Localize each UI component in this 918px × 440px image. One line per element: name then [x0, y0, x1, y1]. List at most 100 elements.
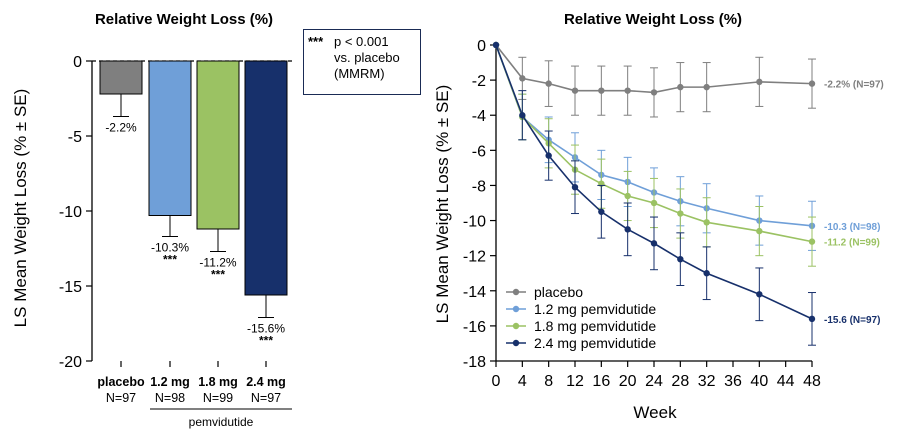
line-chart-x-tick-label: 40 — [750, 373, 768, 390]
line-chart-x-tick-label: 28 — [671, 373, 689, 390]
series-2_4-mg-pemvidutide: -15.6 (N=97) — [492, 41, 880, 346]
series-end-label: -2.2% (N=97) — [824, 80, 884, 91]
bar-chart-title: Relative Weight Loss (%) — [95, 11, 273, 28]
legend-swatch-marker — [512, 288, 520, 296]
series-point — [677, 210, 684, 217]
series-point — [545, 80, 552, 87]
bar-value-label: -11.2% — [199, 256, 236, 270]
bar-n-label: N=97 — [251, 391, 281, 405]
series-point — [703, 83, 710, 91]
line-chart-x-tick-label: 4 — [518, 373, 527, 390]
bar-chart-y-axis-label: LS Mean Weight Loss (% ± SE) — [11, 89, 30, 328]
bar-chart-y-tick-label: -20 — [59, 354, 82, 371]
legend-swatch-marker — [512, 339, 520, 347]
line-chart-x-tick-label: 48 — [803, 373, 821, 390]
line-chart-x-tick-label: 0 — [492, 373, 501, 390]
bar-chart-axes: 0 -5 -10 -15 -20 — [59, 54, 292, 371]
line-chart-y-tick-label: 0 — [477, 38, 486, 55]
bar-2 — [196, 60, 240, 230]
line-chart-series: -2.2% (N=97) -10.3 (N=98) -11.2 (N=99) -15.… — [492, 41, 884, 346]
bar-value-label: -2.2% — [105, 121, 137, 135]
bar-n-label: N=98 — [155, 391, 185, 405]
line-chart-x-axis-label: Week — [633, 403, 677, 422]
series-point — [650, 199, 658, 207]
legend-swatch-marker — [512, 322, 520, 330]
series-point — [808, 315, 816, 323]
series-point — [571, 184, 579, 191]
bar-category-label: placebo — [97, 375, 145, 389]
line-chart-y-tick-label: -2 — [472, 73, 486, 90]
bar-n-label: N=97 — [106, 391, 136, 405]
series-point — [808, 80, 816, 87]
line-chart-y-tick-label: -18 — [463, 354, 486, 371]
legend-label: placebo — [534, 284, 583, 300]
series-point — [756, 227, 763, 235]
bar-n-label: N=99 — [203, 391, 233, 405]
bar-category-label: 1.2 mg — [150, 375, 190, 389]
line-chart-x-tick-label: 36 — [724, 373, 742, 390]
significance-note-line-3: (MMRM) — [334, 66, 385, 81]
significance-note-line-2: vs. placebo — [334, 50, 400, 65]
legend-label: 1.8 mg pemvidutide — [534, 318, 656, 334]
series-point — [650, 89, 658, 96]
line-chart-x-tick-label: 24 — [645, 373, 663, 390]
pemvidutide-group-label: pemvidutide — [189, 415, 254, 429]
line-chart-y-tick-label: -14 — [463, 284, 486, 301]
series-placebo: -2.2% (N=97) — [492, 41, 884, 118]
line-chart: Relative Weight Loss (%) LS Mean Weight … — [433, 11, 884, 422]
bar-category-label: 2.4 mg — [246, 375, 286, 389]
bar-chart-bars: -2.2%-10.3%*** -11.2%***-15.6%*** — [99, 60, 288, 348]
line-chart-y-axis-label: LS Mean Weight Loss (% ± SE) — [433, 85, 452, 324]
bar-3 — [244, 60, 288, 296]
series-point — [545, 152, 552, 159]
significance-note-line-1: p < 0.001 — [334, 34, 389, 49]
series-point — [650, 240, 658, 247]
series-point — [756, 291, 763, 298]
bar-significance-label: *** — [259, 334, 273, 348]
line-chart-title: Relative Weight Loss (%) — [564, 11, 742, 28]
bar-value-label: -10.3% — [151, 241, 189, 255]
series-point — [677, 255, 684, 263]
bar-1 — [148, 60, 192, 216]
bar-significance-label: *** — [211, 268, 225, 282]
significance-stars: *** — [308, 34, 324, 49]
bar-chart: Relative Weight Loss (%) LS Mean Weight … — [11, 11, 292, 429]
line-chart-x-tick-label: 8 — [544, 373, 553, 390]
legend-label: 1.2 mg pemvidutide — [534, 301, 656, 317]
series-point — [598, 87, 605, 94]
series-point — [624, 226, 631, 233]
legend-label: 2.4 mg pemvidutide — [534, 335, 656, 351]
bar-chart-y-tick-label: -10 — [59, 204, 82, 221]
series-point — [519, 75, 526, 82]
series-point — [598, 208, 605, 215]
line-chart-y-tick-label: -12 — [463, 249, 486, 266]
bar-chart-category-labels: placebo N=97 1.2 mg N=98 1.8 mg N=99 2.4 mg N=9… — [97, 361, 286, 405]
series-point — [703, 270, 710, 277]
bar-chart-y-tick-label: -15 — [59, 279, 82, 296]
line-chart-x-tick-label: 12 — [566, 373, 584, 390]
series-point — [624, 87, 631, 94]
series-point — [808, 238, 816, 245]
line-chart-x-tick-label: 32 — [698, 373, 716, 390]
series-point — [571, 87, 579, 94]
line-chart-y-tick-label: -10 — [463, 214, 486, 231]
line-chart-y-tick-label: -16 — [463, 319, 486, 336]
bar-value-label: -15.6% — [247, 322, 285, 336]
series-point — [756, 78, 763, 86]
line-chart-x-tick-label: 20 — [619, 373, 637, 390]
series-point — [677, 83, 684, 91]
bar-significance-label: *** — [163, 253, 177, 267]
series-point — [624, 192, 631, 200]
series-point — [492, 41, 500, 49]
bar-category-label: 1.8 mg — [198, 375, 238, 389]
line-chart-x-tick-label: 44 — [777, 373, 795, 390]
line-chart-axes: 0-2-4-6-8-10-12-14-16-180 4 8 12 16 20 24 28 32 3… — [463, 38, 821, 390]
line-chart-y-tick-label: -6 — [472, 143, 486, 160]
bar-0 — [99, 60, 143, 95]
line-chart-y-tick-label: -8 — [472, 178, 486, 195]
series-end-label: -10.3 (N=98) — [824, 222, 880, 233]
bar-chart-y-tick-label: -5 — [68, 129, 82, 146]
line-chart-x-tick-label: 16 — [592, 373, 610, 390]
